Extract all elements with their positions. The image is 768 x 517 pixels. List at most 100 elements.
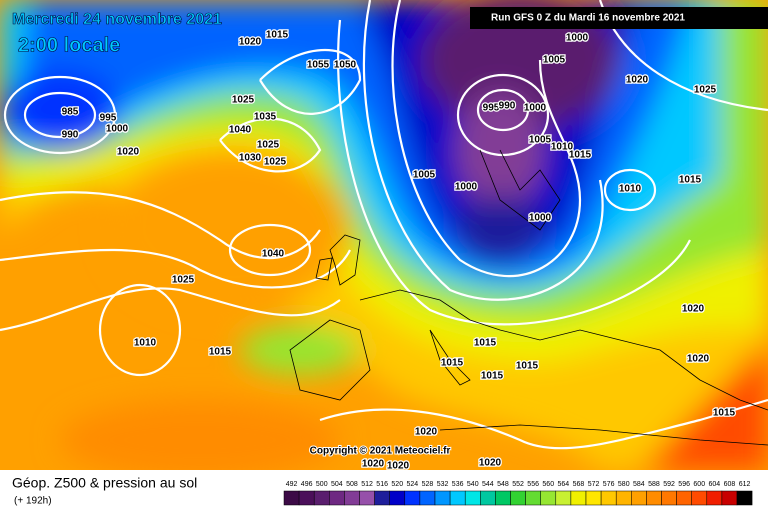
valid-date: Mercredi 24 novembre 2021 (12, 11, 222, 28)
colorbar-swatch (615, 490, 632, 506)
isobar-label: 995 (483, 103, 500, 114)
isobar-label: 1040 (229, 125, 252, 136)
colorbar-label: 548 (497, 481, 509, 488)
isobar-label: 1015 (516, 361, 539, 372)
isobar-label: 1005 (529, 135, 552, 146)
colorbar-swatch (434, 490, 451, 506)
colorbar-swatch (600, 490, 617, 506)
colorbar-label: 604 (709, 481, 721, 488)
colorbar-swatch (631, 490, 647, 506)
isobar-label: 1020 (387, 461, 410, 472)
colorbar-label: 600 (693, 481, 705, 488)
colorbar-label: 580 (618, 481, 630, 488)
isobar-label: 1030 (239, 153, 262, 164)
isobar-label: 1020 (682, 304, 705, 315)
isobar-label: 1015 (474, 338, 497, 349)
isobar-label: 995 (100, 113, 117, 124)
isobar-label: 1005 (413, 170, 436, 181)
colorbar-swatch (359, 490, 375, 506)
run-info: Run GFS 0 Z du Mardi 16 novembre 2021 (491, 13, 685, 24)
isobar-label: 1015 (481, 371, 504, 382)
isobar-label: 985 (62, 107, 79, 118)
colorbar-label: 544 (482, 481, 494, 488)
isobar-label: 1020 (415, 427, 438, 438)
colorbar-label: 508 (346, 481, 358, 488)
isobar-label: 1020 (626, 75, 649, 86)
isobar-label: 1010 (619, 184, 642, 195)
isobar-label: 1020 (117, 147, 140, 158)
isobar-label: 990 (62, 130, 79, 141)
colorbar-swatch (646, 490, 662, 506)
isobar-label: 1010 (551, 142, 574, 153)
colorbar-swatch (464, 490, 481, 506)
colorbar-swatch (585, 490, 602, 506)
isobar-label: 1025 (264, 157, 287, 168)
run-banner (470, 7, 768, 29)
colorbar-label: 532 (437, 481, 449, 488)
colorbar-label: 496 (301, 481, 313, 488)
colorbar-label: 540 (467, 481, 479, 488)
footer-title: Géop. Z500 & pression au sol (12, 475, 197, 491)
colorbar-label: 504 (331, 481, 343, 488)
colorbar-swatch (570, 490, 587, 506)
isobar-label: 1015 (679, 175, 702, 186)
isobar-label: 1025 (257, 140, 280, 151)
colorbar-label: 536 (452, 481, 464, 488)
footer-lead: (+ 192h) (14, 496, 52, 507)
isobar-label: 1020 (362, 459, 385, 470)
isobar-label: 1005 (543, 55, 566, 66)
colorbar-swatch (480, 490, 496, 506)
colorbar-label: 556 (527, 481, 539, 488)
isobar-label: 1000 (529, 213, 552, 224)
isobar-label: 1020 (239, 37, 262, 48)
colorbar-swatch (298, 490, 315, 506)
colorbar: 492 496 500 504 508 512 516 520 524 528 532 536 540 5… (283, 481, 753, 506)
colorbar-label: 524 (407, 481, 419, 488)
colorbar-label: 608 (724, 481, 736, 488)
isobar-label: 1020 (687, 354, 710, 365)
isobar-label: 1010 (134, 338, 157, 349)
colorbar-swatch (706, 490, 723, 506)
colorbar-label: 552 (512, 481, 524, 488)
colorbar-swatch (555, 490, 572, 506)
colorbar-label: 584 (633, 481, 645, 488)
colorbar-label: 568 (573, 481, 585, 488)
colorbar-swatch (283, 490, 300, 506)
isobar-label: 1015 (441, 358, 464, 369)
colorbar-swatch (344, 490, 360, 506)
isobar-label: 1015 (569, 150, 592, 161)
isobar-label: 1015 (209, 347, 232, 358)
geopotential-field: Copyright © 2021 Meteociel.fr Run GFS 0 … (0, 0, 768, 472)
colorbar-swatch (329, 490, 345, 506)
isobar-label: 1000 (455, 182, 478, 193)
isobar-label: 1025 (694, 85, 717, 96)
valid-time: 2:00 locale (18, 34, 120, 56)
copyright: Copyright © 2021 Meteociel.fr (310, 446, 451, 457)
isobar-label: 1055 (307, 60, 330, 71)
colorbar-label: 576 (603, 481, 615, 488)
colorbar-label: 528 (422, 481, 434, 488)
isobar-label: 1040 (262, 249, 285, 260)
isobar-label: 1000 (566, 33, 589, 44)
isobar-label: 1025 (172, 275, 195, 286)
colorbar-swatch (676, 490, 692, 506)
coastlines (289, 149, 768, 446)
isobar-label: 1035 (254, 112, 277, 123)
colorbar-swatch (374, 490, 390, 506)
colorbar-swatch (495, 490, 511, 506)
isobar-label: 1050 (334, 60, 357, 71)
isobar-label: 990 (499, 101, 516, 112)
isobar-label: 1025 (232, 95, 255, 106)
isobar-label: 1015 (266, 30, 289, 41)
isobar-label: 1000 (106, 124, 129, 135)
colorbar-swatch (691, 490, 708, 506)
colorbar-swatch (540, 490, 557, 506)
colorbar-swatch (419, 490, 436, 506)
isobars (0, 0, 768, 450)
colorbar-label: 612 (739, 481, 751, 488)
colorbar-swatch (313, 490, 330, 506)
colorbar-label: 572 (588, 481, 600, 488)
